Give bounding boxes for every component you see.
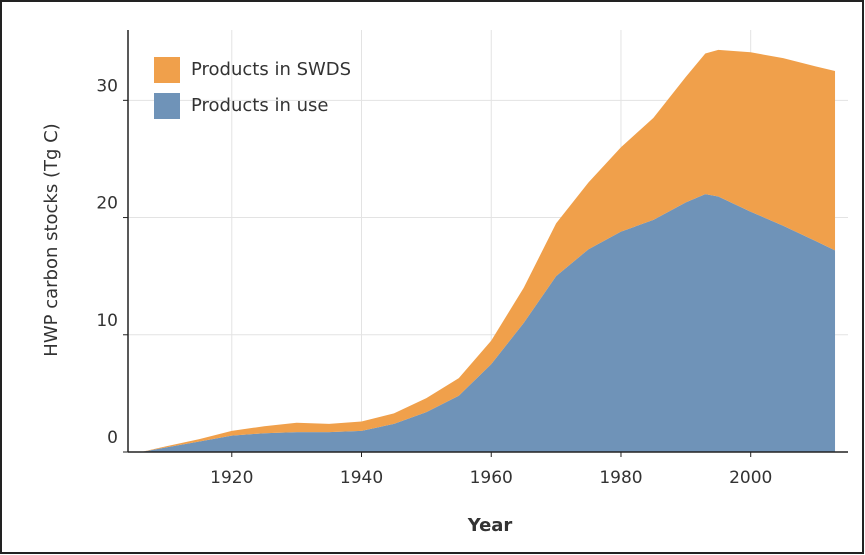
legend-label: Products in SWDS xyxy=(191,59,351,80)
x-tick-label: 1980 xyxy=(599,468,642,488)
x-tick-label: 1960 xyxy=(470,468,513,488)
x-axis-title: Year xyxy=(467,515,513,536)
areas xyxy=(140,49,836,453)
legend-label: Products in use xyxy=(191,95,328,116)
x-tick-label: 1920 xyxy=(210,468,253,488)
y-tick-label: 0 xyxy=(107,428,118,448)
area xyxy=(140,194,836,452)
legend-swatch xyxy=(154,57,180,83)
axes: 1920 1940 1960 1980 2000 0 10 20 30 xyxy=(96,30,848,488)
y-tick-label: 10 xyxy=(96,311,118,331)
area xyxy=(140,49,836,453)
y-tick-label: 20 xyxy=(96,194,118,214)
y-tick-label: 30 xyxy=(96,76,118,96)
x-tick-label: 1940 xyxy=(340,468,383,488)
legend-swatch xyxy=(154,93,180,119)
x-tick-label: 2000 xyxy=(729,468,772,488)
y-axis-title: HWP carbon stocks (Tg C) xyxy=(41,123,62,356)
